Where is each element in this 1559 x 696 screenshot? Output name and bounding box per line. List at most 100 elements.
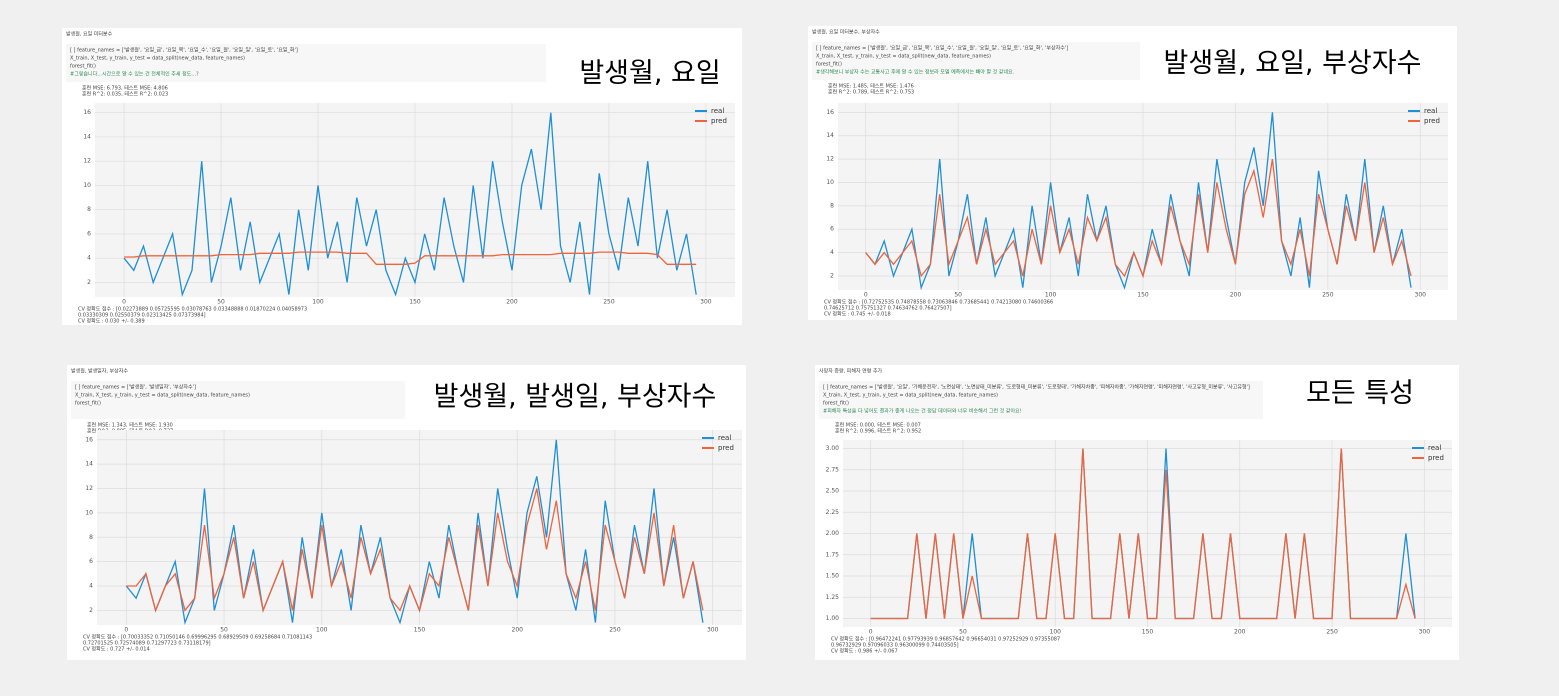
code-line: [ ] feature_names = ['발생월', '요일_금', '요일_… <box>816 45 1068 52</box>
panel-title: 발생월, 요일 미터분수, 부상자수 <box>812 29 880 36</box>
metric-line: 훈련 R^2: 0.035, 테스트 R^2: 0.023 <box>82 91 168 98</box>
legend-label: real <box>718 434 731 442</box>
y-tick-label: 2 <box>87 279 91 286</box>
caption: 발생월, 발생일, 부상자수 <box>434 382 717 413</box>
y-tick-label: 2.50 <box>826 488 840 495</box>
cv-line: CV 정확도 점수 : [0.02273889 0.05725595 0.030… <box>78 306 307 313</box>
panel-title: 발생월, 요일 미터분수 <box>66 31 113 38</box>
y-tick-label: 10 <box>85 509 93 516</box>
x-tick-label: 200 <box>1234 629 1246 636</box>
series-line <box>123 112 697 298</box>
cv-line: CV 정확도 : 0.986 +/- 0.067 <box>831 648 898 655</box>
metric-line: 훈련 MSE: 1.343, 테스트 MSE: 1.930 <box>87 422 173 429</box>
x-tick-label: 200 <box>506 299 518 306</box>
caption-box <box>405 372 745 420</box>
x-tick-label: 100 <box>316 627 328 634</box>
legend-label: pred <box>1428 454 1444 462</box>
x-tick-label: 150 <box>1142 629 1154 636</box>
legend-label: real <box>711 107 724 115</box>
panel-title: 발생월, 발생일자, 부상자수 <box>71 368 128 375</box>
legend-label: real <box>1424 107 1437 115</box>
y-tick-label: 12 <box>85 485 93 492</box>
code-line: X_train, X_test, y_train, y_test = data_… <box>823 393 998 399</box>
y-tick-label: 3.00 <box>826 445 840 452</box>
y-tick-label: 12 <box>826 156 834 163</box>
y-tick-label: 1.00 <box>826 615 840 622</box>
y-tick-label: 16 <box>85 436 93 443</box>
x-tick-label: 150 <box>414 627 426 634</box>
x-tick-label: 100 <box>1045 292 1057 299</box>
metric-line: 훈련 R^2: 0.996, 테스트 R^2: 0.952 <box>835 428 921 435</box>
metric-line: 훈련 R^2: 0.789, 테스트 R^2: 0.753 <box>828 89 914 96</box>
series-line <box>865 158 1412 279</box>
code-line: forest_fit() <box>816 62 842 68</box>
y-tick-label: 6 <box>87 230 91 237</box>
code-cell <box>66 44 546 82</box>
x-tick-label: 300 <box>700 299 712 306</box>
caption: 모든 특성 <box>1306 378 1414 409</box>
x-tick-label: 200 <box>512 627 524 634</box>
y-tick-label: 8 <box>87 206 91 213</box>
cv-line: CV 정확도 점수 : [0.70033352 0.71050146 0.699… <box>83 634 312 641</box>
caption-box <box>1265 370 1455 415</box>
y-tick-label: 16 <box>826 109 834 116</box>
y-tick-label: 2 <box>830 272 834 279</box>
y-tick-label: 2.00 <box>826 530 840 537</box>
code-line: X_train, X_test, y_train, y_test = data_… <box>816 54 991 60</box>
code-line: [ ] feature_names = ['발생월', '요일_금', '요일_… <box>70 47 298 54</box>
cv-line: 0.03330309 0.02550379 0.02313425 0.07373… <box>78 313 206 319</box>
x-tick-label: 50 <box>959 629 967 636</box>
series-line <box>126 488 704 613</box>
y-tick-label: 6 <box>830 226 834 233</box>
series-line <box>124 251 697 265</box>
code-cell <box>819 381 1263 419</box>
series-line <box>870 448 1416 620</box>
caption-box <box>560 45 740 100</box>
caption: 발생월, 요일 <box>579 58 720 89</box>
y-tick-label: 4 <box>89 583 93 590</box>
x-tick-label: 150 <box>1137 292 1149 299</box>
y-tick-label: 14 <box>83 133 91 140</box>
y-tick-label: 12 <box>83 158 91 165</box>
y-tick-label: 8 <box>830 202 834 209</box>
y-tick-label: 1.50 <box>826 573 840 580</box>
y-tick-label: 2.75 <box>826 466 840 473</box>
legend-label: pred <box>711 117 727 125</box>
x-tick-label: 200 <box>1230 292 1242 299</box>
caption: 발생월, 요일, 부상자수 <box>1164 48 1422 79</box>
x-tick-label: 0 <box>869 629 873 636</box>
code-line: forest_fit() <box>70 64 96 70</box>
code-line: X_train, X_test, y_train, y_test = data_… <box>75 393 250 399</box>
y-tick-label: 10 <box>826 179 834 186</box>
panel-title: 사망자 중량, 피해자 연령 추가 <box>819 368 883 375</box>
caption-box <box>1140 40 1445 85</box>
x-tick-label: 100 <box>312 299 324 306</box>
x-tick-label: 250 <box>1326 629 1338 636</box>
code-line: #생각해보니 부상자 수는 교통사고 후에 알 수 있는 정보라 모델 예측에서… <box>816 69 1015 76</box>
cv-line: 0.74625712 0.75751327 0.74634762 0.76427… <box>824 306 952 312</box>
x-tick-label: 300 <box>707 627 719 634</box>
y-tick-label: 4 <box>830 249 834 256</box>
y-tick-label: 8 <box>89 534 93 541</box>
y-tick-label: 2.25 <box>826 509 840 516</box>
y-tick-label: 14 <box>826 132 834 139</box>
x-tick-label: 0 <box>124 627 128 634</box>
y-tick-label: 14 <box>85 461 93 468</box>
y-tick-label: 10 <box>83 182 91 189</box>
y-tick-label: 6 <box>89 558 93 565</box>
x-tick-label: 50 <box>220 627 228 634</box>
cv-line: CV 정확도 : 0.727 +/- 0.014 <box>83 646 150 653</box>
cv-line: 0.72701525 0.72574089 0.71297723 0.73118… <box>83 641 211 647</box>
cv-line: CV 정확도 : 0.030 +/- 0.389 <box>78 318 145 325</box>
cv-line: 0.96732929 0.97096033 0.96300099 0.74403… <box>831 643 959 649</box>
metric-line: 훈련 MSE: 6.793, 테스트 MSE: 4.806 <box>82 85 168 92</box>
legend-label: pred <box>1424 117 1440 125</box>
metric-line: 훈련 MSE: 0.000, 테스트 MSE: 0.007 <box>835 422 921 429</box>
cv-line: CV 정확도 점수 : [0.72752535 0.74878558 0.730… <box>824 299 1053 306</box>
x-tick-label: 150 <box>409 299 421 306</box>
code-line: #그렇습니다...시간으로 알 수 있는 건 전체적인 추세 정도...? <box>70 71 199 78</box>
y-tick-label: 1.75 <box>826 551 840 558</box>
x-tick-label: 50 <box>954 292 962 299</box>
metric-line: 훈련 MSE: 1.485, 테스트 MSE: 1.476 <box>828 83 914 90</box>
